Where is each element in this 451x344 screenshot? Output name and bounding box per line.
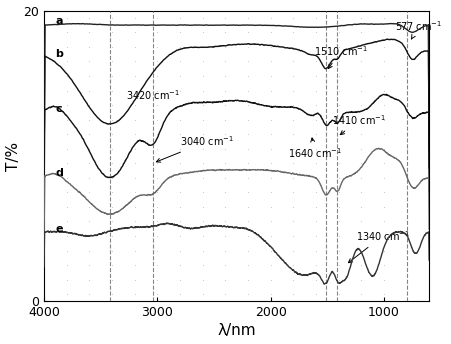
Text: c: c (55, 105, 62, 115)
Text: 1510 cm$^{-1}$: 1510 cm$^{-1}$ (313, 44, 368, 68)
Text: 3040 cm$^{-1}$: 3040 cm$^{-1}$ (156, 135, 234, 162)
Text: 1340 cm$^{-1}$: 1340 cm$^{-1}$ (348, 229, 410, 263)
Text: a: a (55, 16, 63, 26)
Text: e: e (55, 224, 63, 234)
Text: 1640 cm$^{-1}$: 1640 cm$^{-1}$ (288, 138, 342, 160)
Text: d: d (55, 169, 63, 179)
Y-axis label: T/%: T/% (5, 141, 21, 171)
X-axis label: λ/nm: λ/nm (217, 323, 256, 338)
Text: 577 cm$^{-1}$: 577 cm$^{-1}$ (395, 20, 442, 39)
Text: 3420 cm$^{-1}$: 3420 cm$^{-1}$ (126, 88, 180, 102)
Text: b: b (55, 49, 63, 59)
Text: 1410 cm$^{-1}$: 1410 cm$^{-1}$ (332, 113, 386, 135)
